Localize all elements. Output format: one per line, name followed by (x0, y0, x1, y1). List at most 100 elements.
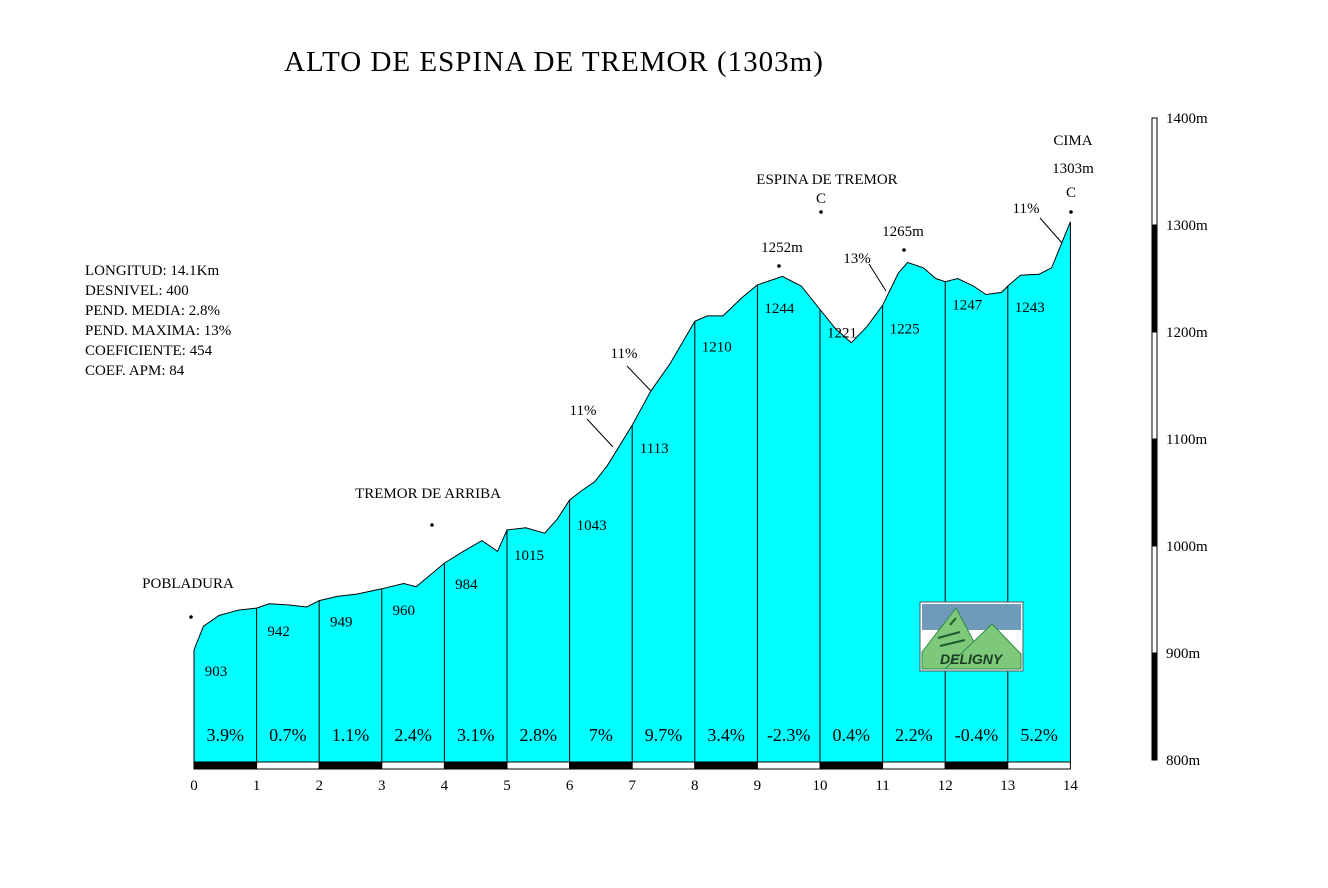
steep-callout-label: 13% (843, 251, 871, 267)
peak-dot (777, 264, 781, 268)
x-tick-label: 9 (754, 778, 762, 794)
x-axis: 0 1 2 3 4 5 6 7 8 9 10 11 12 13 14 (190, 761, 1079, 794)
steep-callout-leader (1039, 217, 1063, 244)
stat-pend-media: PEND. MEDIA: 2.8% (85, 303, 220, 319)
route-stats: LONGITUD: 14.1Km DESNIVEL: 400 PEND. MED… (85, 261, 231, 381)
segment-gradient-labels: 3.9% 0.7% 1.1% 2.4% 3.1% 2.8% 7% 9.7% 3.4% -2.3% 0… (207, 725, 1058, 745)
distance-bar-segment (631, 761, 696, 770)
deligny-logo: DELIGNY (919, 601, 1024, 672)
altitude-bar-segment (1151, 224, 1158, 333)
distance-bar-segment (506, 761, 571, 770)
altitude-bar-segment (1151, 652, 1158, 761)
stat-longitud: LONGITUD: 14.1Km (85, 263, 220, 279)
distance-bar-segment (443, 761, 508, 770)
distance-bar-segment (256, 761, 320, 770)
km-altitude-label: 1244 (764, 301, 795, 317)
y-tick-label: 1100m (1166, 432, 1207, 448)
landmark-dot (430, 523, 434, 527)
x-tick-label: 8 (691, 778, 699, 794)
peak-label: 1252m (761, 240, 803, 256)
altitude-bar-segment (1151, 545, 1158, 654)
distance-bar-segment (819, 761, 884, 770)
km-altitude-label: 1015 (514, 548, 544, 564)
y-tick-label: 1000m (1166, 539, 1208, 555)
x-tick-label: 7 (628, 778, 636, 794)
km-altitude-label: 1247 (952, 298, 983, 314)
x-tick-label: 12 (938, 778, 953, 794)
chart-title: ALTO DE ESPINA DE TREMOR (1303m) (284, 46, 824, 78)
stat-pend-maxima: PEND. MAXIMA: 13% (85, 323, 232, 339)
x-tick-label: 13 (1000, 778, 1015, 794)
y-tick-label: 1200m (1166, 325, 1208, 341)
segment-gradient-label: 2.8% (520, 725, 558, 745)
landmark-marker-c: C (1066, 185, 1076, 201)
km-altitude-label: 1225 (890, 321, 920, 337)
y-tick-label: 1400m (1166, 111, 1208, 127)
altitude-bar-segment (1151, 438, 1158, 547)
x-tick-label: 0 (190, 778, 198, 794)
distance-bar-segment (694, 761, 758, 770)
segment-gradient-label: 7% (589, 725, 613, 745)
landmark-cima-altitude: 1303m (1052, 161, 1094, 177)
altitude-bar-segment (1151, 331, 1158, 440)
steep-callout-leader (586, 418, 614, 448)
logo-text: DELIGNY (940, 651, 1004, 667)
landmark-cima: CIMA (1053, 133, 1092, 149)
x-tick-label: 4 (441, 778, 449, 794)
segment-gradient-label: 3.1% (457, 725, 495, 745)
landmark-tremor-de-arriba: TREMOR DE ARRIBA (355, 486, 501, 502)
segment-gradient-label: 3.4% (707, 725, 745, 745)
segment-gradient-label: 2.4% (394, 725, 432, 745)
km-altitude-label: 1043 (577, 518, 607, 534)
x-tick-label: 11 (875, 778, 889, 794)
x-tick-label: 10 (813, 778, 828, 794)
segment-gradient-label: 5.2% (1020, 725, 1058, 745)
km-altitude-label: 942 (267, 624, 290, 640)
segment-lines (256, 281, 1009, 762)
landmark-marker-c: C (816, 191, 826, 207)
y-tick-label: 1300m (1166, 218, 1208, 234)
landmark-espina-de-tremor: ESPINA DE TREMOR (756, 172, 897, 188)
distance-bar-segment (944, 761, 1009, 770)
stat-coef-apm: COEF. APM: 84 (85, 363, 185, 379)
y-tick-label: 800m (1166, 753, 1201, 769)
distance-bar-segment (318, 761, 383, 770)
altitude-bar-segment (1151, 117, 1158, 226)
distance-bar-segment (1007, 761, 1071, 770)
landmark-pobladura: POBLADURA (142, 576, 234, 592)
distance-bar-segment (193, 761, 258, 770)
segment-gradient-label: -2.3% (767, 725, 811, 745)
km-altitude-label: 903 (205, 664, 228, 680)
x-tick-label: 1 (253, 778, 261, 794)
steep-callout-label: 11% (570, 403, 597, 419)
segment-gradient-label: 9.7% (645, 725, 683, 745)
steep-callout-leader (626, 365, 652, 392)
km-altitude-label: 1113 (640, 441, 669, 457)
landmark-dot (819, 210, 823, 214)
segment-gradient-label: 0.7% (269, 725, 307, 745)
km-altitude-label: 949 (330, 615, 353, 631)
km-altitude-labels: 903 942 949 960 984 1015 1043 1113 1210 1244 1221 1… (205, 298, 1045, 680)
segment-gradient-label: 3.9% (207, 725, 245, 745)
km-altitude-label: 1243 (1015, 300, 1045, 316)
segment-gradient-label: 0.4% (833, 725, 871, 745)
peak-dot (902, 248, 906, 252)
distance-bar-segment (569, 761, 633, 770)
km-altitude-label: 1221 (827, 326, 857, 342)
landmark-dot (189, 615, 193, 619)
steep-callout-leader (868, 263, 887, 292)
segment-gradient-label: 2.2% (895, 725, 933, 745)
distance-bar-segment (882, 761, 946, 770)
km-altitude-label: 1210 (702, 339, 732, 355)
x-tick-label: 14 (1063, 778, 1079, 794)
segment-gradient-label: -0.4% (955, 725, 999, 745)
distance-bar-segment (381, 761, 445, 770)
steep-callout-label: 11% (611, 346, 638, 362)
x-tick-label: 3 (378, 778, 386, 794)
x-tick-label: 6 (566, 778, 574, 794)
stat-coeficiente: COEFICIENTE: 454 (85, 343, 213, 359)
x-tick-label: 2 (315, 778, 323, 794)
x-tick-label: 5 (503, 778, 511, 794)
segment-gradient-label: 1.1% (332, 725, 370, 745)
